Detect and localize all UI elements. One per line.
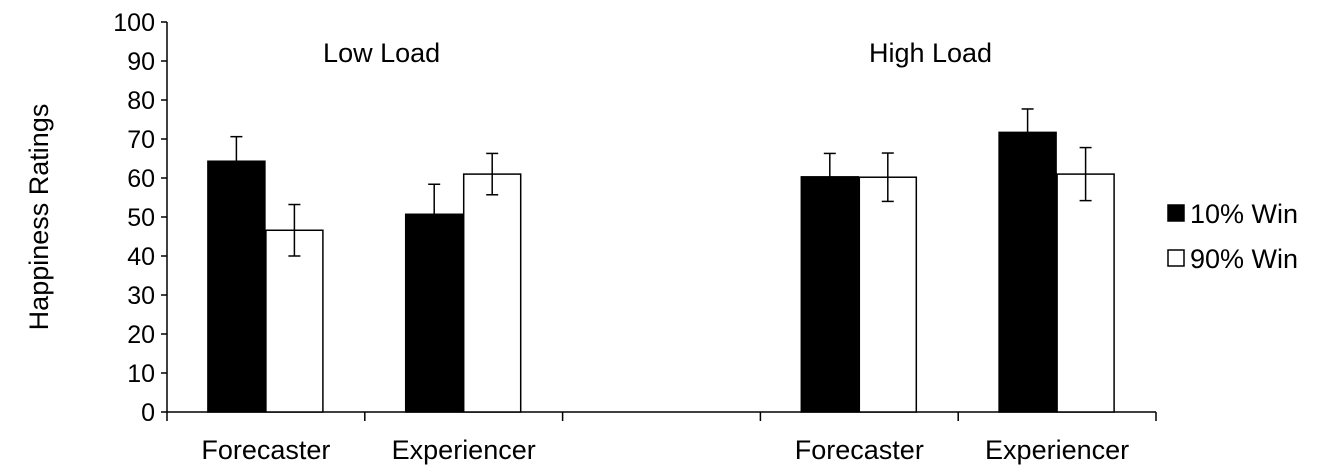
y-tick-label: 20 — [127, 321, 155, 349]
y-tick-label: 40 — [127, 243, 155, 271]
group-label: High Load — [869, 38, 992, 68]
legend: 10% Win 90% Win — [1167, 199, 1298, 274]
x-category-label: Forecaster — [201, 435, 330, 465]
y-tick-label: 10 — [127, 360, 155, 388]
bar-90-win — [265, 229, 324, 413]
bar-10-win — [998, 131, 1057, 413]
y-tick-label: 0 — [141, 399, 155, 427]
legend-label: 90% Win — [1190, 244, 1298, 274]
y-tick-label: 50 — [127, 204, 155, 232]
x-category-label: Experiencer — [392, 435, 536, 465]
legend-swatch — [1167, 249, 1185, 267]
bar-90-win — [1056, 173, 1115, 413]
y-tick-label: 80 — [127, 87, 155, 115]
y-tick-label: 90 — [127, 48, 155, 76]
x-category-label: Forecaster — [795, 435, 924, 465]
group-labels: Low Load High Load — [323, 38, 992, 68]
y-tick-label: 60 — [127, 165, 155, 193]
bars — [207, 108, 1115, 413]
legend-swatch — [1167, 204, 1185, 222]
bar-10-win — [800, 176, 860, 413]
bar-10-win — [207, 160, 266, 413]
x-axis: Forecaster Experiencer Forecaster Experienc… — [166, 411, 1157, 465]
bar-90-win — [462, 173, 522, 413]
bar-90-win — [858, 176, 918, 413]
group-label: Low Load — [323, 38, 440, 68]
x-category-label: Experiencer — [985, 435, 1129, 465]
y-tick-label: 70 — [127, 126, 155, 154]
y-axis-title: Happiness Ratings — [24, 104, 54, 331]
y-tick-label: 30 — [127, 282, 155, 310]
y-tick-label: 100 — [113, 9, 155, 37]
legend-label: 10% Win — [1190, 199, 1298, 229]
y-axis: 0 10 20 30 40 50 60 70 80 90 100 — [113, 9, 168, 427]
